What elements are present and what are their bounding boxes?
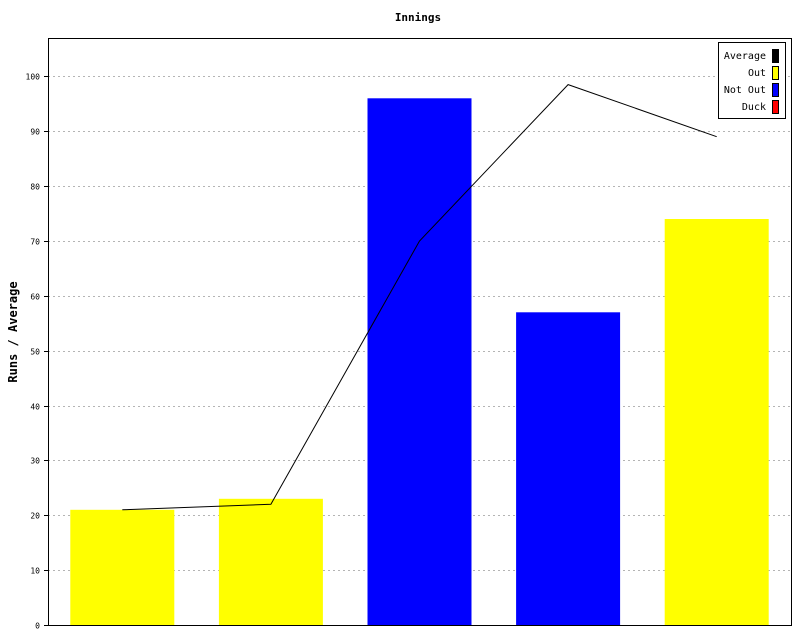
y-tick-label: 70 [30,238,40,247]
bar-innings-1 [70,509,175,625]
bars [70,98,769,626]
legend-label: Average [724,51,766,62]
average-line-group [122,84,717,511]
chart-title: Innings [395,11,441,24]
bar-innings-4 [516,312,621,625]
legend-swatch [772,83,779,97]
legend-swatch [772,100,779,114]
legend-label: Not Out [724,85,766,96]
legend-swatch [772,66,779,80]
y-axis-ticks: 0 10 20 30 40 50 60 70 80 90 100 [26,73,48,631]
plot-frame [48,38,792,626]
legend-swatch [772,49,779,63]
bar-innings-2 [218,498,323,625]
y-tick-label: 40 [30,403,40,412]
average-line [122,84,717,511]
legend-label: Duck [742,102,766,113]
y-tick-label: 10 [30,567,40,576]
y-tick-label: 60 [30,293,40,302]
legend-label: Out [748,68,766,79]
legend: Average Out Not Out Duck [718,42,786,119]
y-tick-label: 0 [35,622,40,631]
y-tick-label: 30 [30,457,40,466]
y-tick-label: 50 [30,348,40,357]
y-tick-label: 20 [30,512,40,521]
y-tick-label: 100 [26,73,41,82]
bar-innings-5 [664,219,769,625]
bar-innings-3 [367,98,472,626]
y-tick-label: 90 [30,128,40,137]
y-tick-label: 80 [30,183,40,192]
y-axis-label: Runs / Average [6,281,20,382]
